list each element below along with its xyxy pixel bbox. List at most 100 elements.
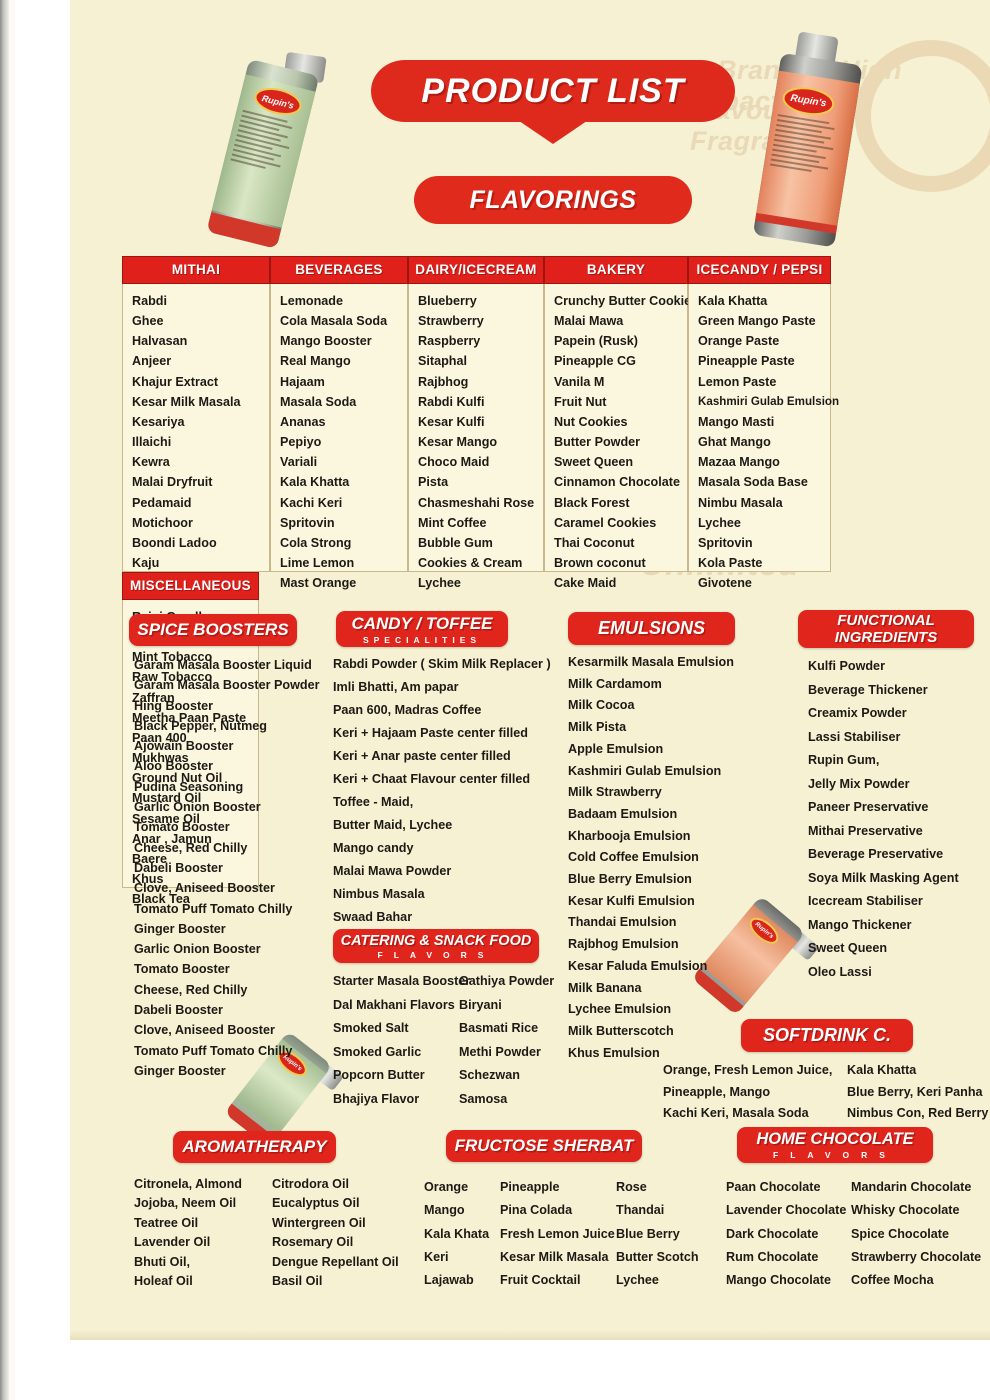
list-item: Kala Khatta <box>280 475 350 490</box>
list-item: Milk Pista <box>568 720 627 735</box>
list-item: Teatree Oil <box>134 1215 199 1230</box>
list-item: Thai Coconut <box>554 535 635 550</box>
list-item: Tomato Booster <box>134 820 230 835</box>
list-item: Keri + Hajaam Paste center filled <box>333 726 528 740</box>
list-item: Apple Emulsion <box>568 741 664 756</box>
list-item: Methi Powder <box>459 1044 541 1059</box>
item-list: Kala Khatta Green Mango Paste Orange Pas… <box>698 291 839 593</box>
list-item: Caramel Cookies <box>554 515 657 530</box>
table-column-dairy-icecream: DAIRY/ICECREAM Blueberry Strawberry Rasp… <box>408 256 544 590</box>
list-item: Lassi Stabiliser <box>808 729 901 744</box>
list-item: Mandarin Chocolate <box>851 1180 972 1194</box>
column-header: BAKERY <box>544 256 688 284</box>
item-list-col1: Orange Mango Kala Khata Keri Lajawab <box>424 1176 500 1292</box>
list-item: Motichoor <box>132 515 193 530</box>
list-item: Cold Coffee Emulsion <box>568 850 699 865</box>
list-item: Cookies & Cream <box>418 556 523 571</box>
list-item: Imli Bhatti, Am papar <box>333 680 459 694</box>
list-item: Citrodora Oil <box>272 1177 349 1191</box>
item-list-col2: Gathiya Powder Biryani Basmati Rice Meth… <box>459 970 554 1111</box>
list-item: Givotene <box>698 576 752 591</box>
list-item: Pista <box>418 475 449 490</box>
list-item: Pina Colada <box>500 1203 573 1218</box>
list-item: Lychee <box>698 515 741 530</box>
list-item: Anjeer <box>132 354 172 369</box>
list-item: Badaam Emulsion <box>568 806 678 821</box>
list-item: Meetha Paan Paste <box>132 710 247 725</box>
list-item: Ginger Booster <box>134 921 226 936</box>
list-item: Spritovin <box>280 515 335 530</box>
list-item: Illaichi <box>132 435 172 450</box>
list-item: Rum Chocolate <box>726 1249 819 1264</box>
table-column-icecandy-pepsi: ICECANDY / PEPSI Kala Khatta Green Mango… <box>688 256 839 590</box>
list-item: Blue Berry Emulsion <box>568 872 692 887</box>
list-item: Tomato Booster <box>134 962 230 977</box>
item-list-col1: Orange, Fresh Lemon Juice, Pineapple, Ma… <box>663 1060 847 1125</box>
list-item: Lavender Chocolate <box>726 1203 847 1218</box>
list-item: Khus Emulsion <box>568 1045 660 1060</box>
list-item: Raspberry <box>418 334 481 349</box>
list-item: Biryani <box>459 997 502 1012</box>
emulsions-header: EMULSIONS <box>568 612 735 645</box>
list-item: Cheese, Red Chilly <box>134 840 248 855</box>
list-item: Ginger Booster <box>134 1063 226 1078</box>
item-list: Lemonade Cola Masala Soda Mango Booster … <box>280 291 407 593</box>
list-item: Orange <box>424 1180 469 1194</box>
item-list-col3: Rose Thandai Blue Berry Butter Scotch Ly… <box>616 1176 699 1292</box>
list-item: Kola Paste <box>698 556 763 571</box>
column-body: Kala Khatta Green Mango Paste Orange Pas… <box>688 284 839 590</box>
bottle-label-green: Rupin's <box>211 74 316 228</box>
list-item: Papein (Rusk) <box>554 334 638 349</box>
list-item: Kachi Keri, Masala Soda <box>663 1106 809 1120</box>
list-item: Chasmeshahi Rose <box>418 495 535 510</box>
list-item: Fresh Lemon Juice <box>500 1226 615 1241</box>
list-item: Masala Soda <box>280 394 357 409</box>
list-item: Anar , Jamun <box>132 831 212 846</box>
list-item: Kesar Kulfi <box>418 414 485 429</box>
list-item: Black Pepper, Nutmeg <box>134 718 267 733</box>
list-item: Smoked Salt <box>333 1021 409 1035</box>
list-item: Mango Booster <box>280 334 372 349</box>
list-item: Butter Scotch <box>616 1249 699 1264</box>
catering-header: CATERING & SNACK FOOD FLAVORS <box>333 929 539 963</box>
list-item: Popcorn Butter <box>333 1068 425 1082</box>
list-item: Sweet Queen <box>808 941 888 955</box>
list-item: Orange, Fresh Lemon Juice, <box>663 1063 833 1077</box>
aromatherapy-section: Citronela, Almond Jojoba, Neem Oil Teatr… <box>134 1175 414 1291</box>
list-item: Fruit Nut <box>554 394 607 409</box>
list-item: Creamix Powder <box>808 706 907 720</box>
list-item: Kala Khata <box>424 1226 490 1241</box>
list-item: Soya Milk Masking Agent <box>808 870 959 885</box>
list-item: Black Tea <box>132 892 190 907</box>
list-item: Choco Maid <box>418 455 490 470</box>
list-item: Bhuti Oil, <box>134 1254 190 1269</box>
list-item: Cinnamon Chocolate <box>554 475 680 490</box>
list-item: Kesar Kulfi Emulsion <box>568 893 695 908</box>
list-item: Cheese, Red Chilly <box>134 982 248 997</box>
column-header: ICECANDY / PEPSI <box>688 256 831 284</box>
column-body: Rabdi Ghee Halvasan Anjeer Khajur Extrac… <box>122 284 270 590</box>
column-header: MISCELLANEOUS <box>122 572 259 600</box>
table-column-beverages: BEVERAGES Lemonade Cola Masala Soda Mang… <box>270 256 408 590</box>
list-item: Dal Makhani Flavors <box>333 997 455 1012</box>
list-item: Smoked Garlic <box>333 1044 422 1059</box>
section-title: SPICE BOOSTERS <box>137 620 289 639</box>
list-item: Keri + Chaat Flavour center filled <box>333 772 531 786</box>
section-title-line2: INGREDIENTS <box>834 629 938 646</box>
column-body: Blueberry Strawberry Raspberry Sitaphal … <box>408 284 544 590</box>
list-item: Nimbus Masala <box>333 887 425 901</box>
list-item: Rose <box>616 1180 647 1194</box>
list-item: Holeaf Oil <box>134 1274 193 1289</box>
list-item: Wintergreen Oil <box>272 1215 366 1230</box>
list-item: Lemonade <box>280 294 343 308</box>
item-list: Rabdi Powder ( Skim Milk Replacer ) Imli… <box>333 653 553 929</box>
list-item: Mango Masti <box>698 414 775 429</box>
list-item: Black Forest <box>554 495 630 510</box>
list-item: Pineapple, Mango <box>663 1084 771 1099</box>
list-item: Zaffran <box>132 690 175 705</box>
list-item: Eucalyptus Oil <box>272 1196 360 1211</box>
list-item: Rupin Gum, <box>808 753 880 767</box>
list-item: Dabeli Booster <box>134 860 223 875</box>
list-item: Mango <box>424 1203 465 1218</box>
list-item: Baere <box>132 851 168 866</box>
